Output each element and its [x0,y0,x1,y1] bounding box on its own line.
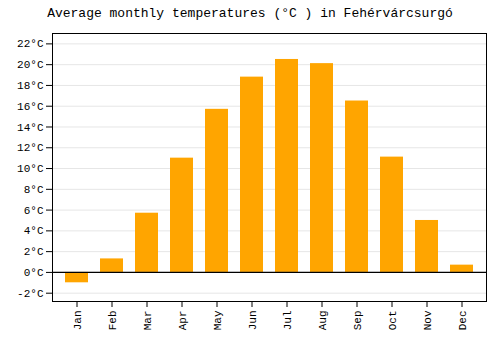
svg-text:18°C: 18°C [17,80,44,92]
svg-text:Oct: Oct [387,311,399,331]
svg-text:Apr: Apr [177,311,189,331]
svg-text:Sep: Sep [352,311,364,331]
svg-text:0°C: 0°C [24,267,44,279]
svg-text:12°C: 12°C [17,142,44,154]
svg-text:Aug: Aug [317,311,329,331]
svg-text:14°C: 14°C [17,122,44,134]
svg-text:Jan: Jan [72,311,84,331]
svg-text:-2°C: -2°C [17,288,44,300]
svg-text:Nov: Nov [422,310,434,330]
svg-text:Jul: Jul [282,311,294,331]
svg-text:16°C: 16°C [17,101,44,113]
svg-text:8°C: 8°C [24,184,44,196]
svg-text:20°C: 20°C [17,59,44,71]
svg-text:May: May [212,310,224,330]
svg-text:22°C: 22°C [17,38,44,50]
svg-text:Jun: Jun [247,311,259,331]
html-text:Average monthly temperatures (: Average monthly temperatures (°C ) in Fe… [47,6,453,21]
svg-text:Feb: Feb [107,311,119,331]
svg-text:Mar: Mar [142,311,154,331]
svg-text:2°C: 2°C [24,246,44,258]
svg-text:4°C: 4°C [24,225,44,237]
svg-text:6°C: 6°C [24,205,44,217]
svg-text:10°C: 10°C [17,163,44,175]
svg-text:Dec: Dec [457,311,469,331]
